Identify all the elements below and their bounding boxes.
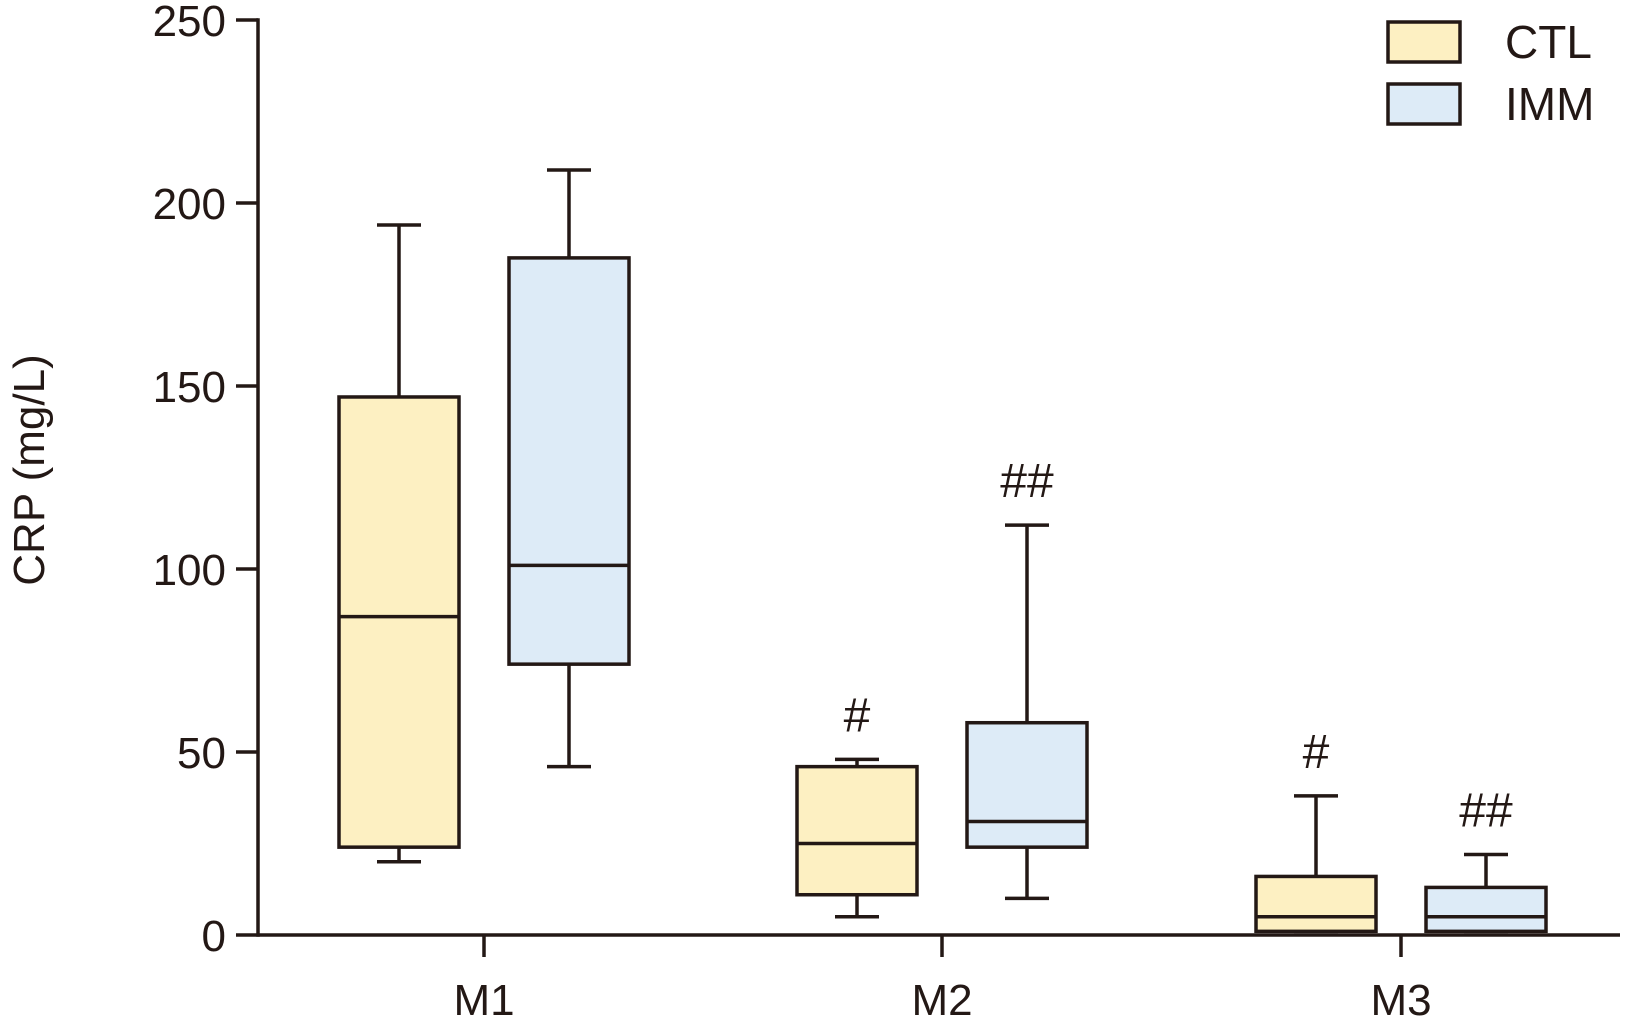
y-tick-label: 0 — [202, 912, 226, 961]
box-body — [337, 395, 461, 849]
x-tick-label: M2 — [911, 976, 972, 1017]
legend-item-ctl: CTL — [1386, 16, 1592, 68]
legend-label: IMM — [1505, 78, 1594, 130]
box-body — [507, 256, 631, 666]
series-ctl: ## — [337, 223, 1378, 934]
legend-item-imm: IMM — [1386, 78, 1594, 130]
y-tick-label: 100 — [153, 546, 226, 595]
legend-label: CTL — [1505, 16, 1592, 68]
legend: CTL IMM — [1386, 16, 1594, 130]
significance-marker: # — [844, 689, 871, 742]
x-tick-label: M3 — [1370, 976, 1431, 1017]
series-imm: #### — [507, 168, 1548, 934]
box-body — [1254, 874, 1378, 934]
box-imm-m1 — [507, 168, 631, 769]
box-series: ###### — [337, 168, 1548, 934]
box-ctl-m3: # — [1254, 726, 1378, 934]
legend-swatch — [1386, 20, 1462, 64]
significance-marker: ## — [1000, 455, 1054, 508]
box-body — [1424, 885, 1548, 934]
box-imm-m3: ## — [1424, 784, 1548, 934]
y-tick-label: 150 — [153, 363, 226, 412]
y-axis-label: CRP (mg/L) — [5, 354, 54, 585]
axes: 0 50 100 150 200 250 M1 M2 M3 — [153, 0, 1620, 1017]
box-ctl-m1 — [337, 223, 461, 864]
box-imm-m2: ## — [965, 455, 1089, 901]
y-tick-label: 250 — [153, 0, 226, 46]
box-body — [965, 720, 1089, 849]
box-ctl-m2: # — [795, 689, 919, 919]
y-tick-label: 50 — [177, 729, 226, 778]
box-body — [795, 764, 919, 897]
legend-swatch — [1386, 82, 1462, 126]
x-tick-label: M1 — [453, 976, 514, 1017]
y-tick-label: 200 — [153, 180, 226, 229]
significance-marker: ## — [1459, 784, 1513, 837]
significance-marker: # — [1303, 726, 1330, 779]
